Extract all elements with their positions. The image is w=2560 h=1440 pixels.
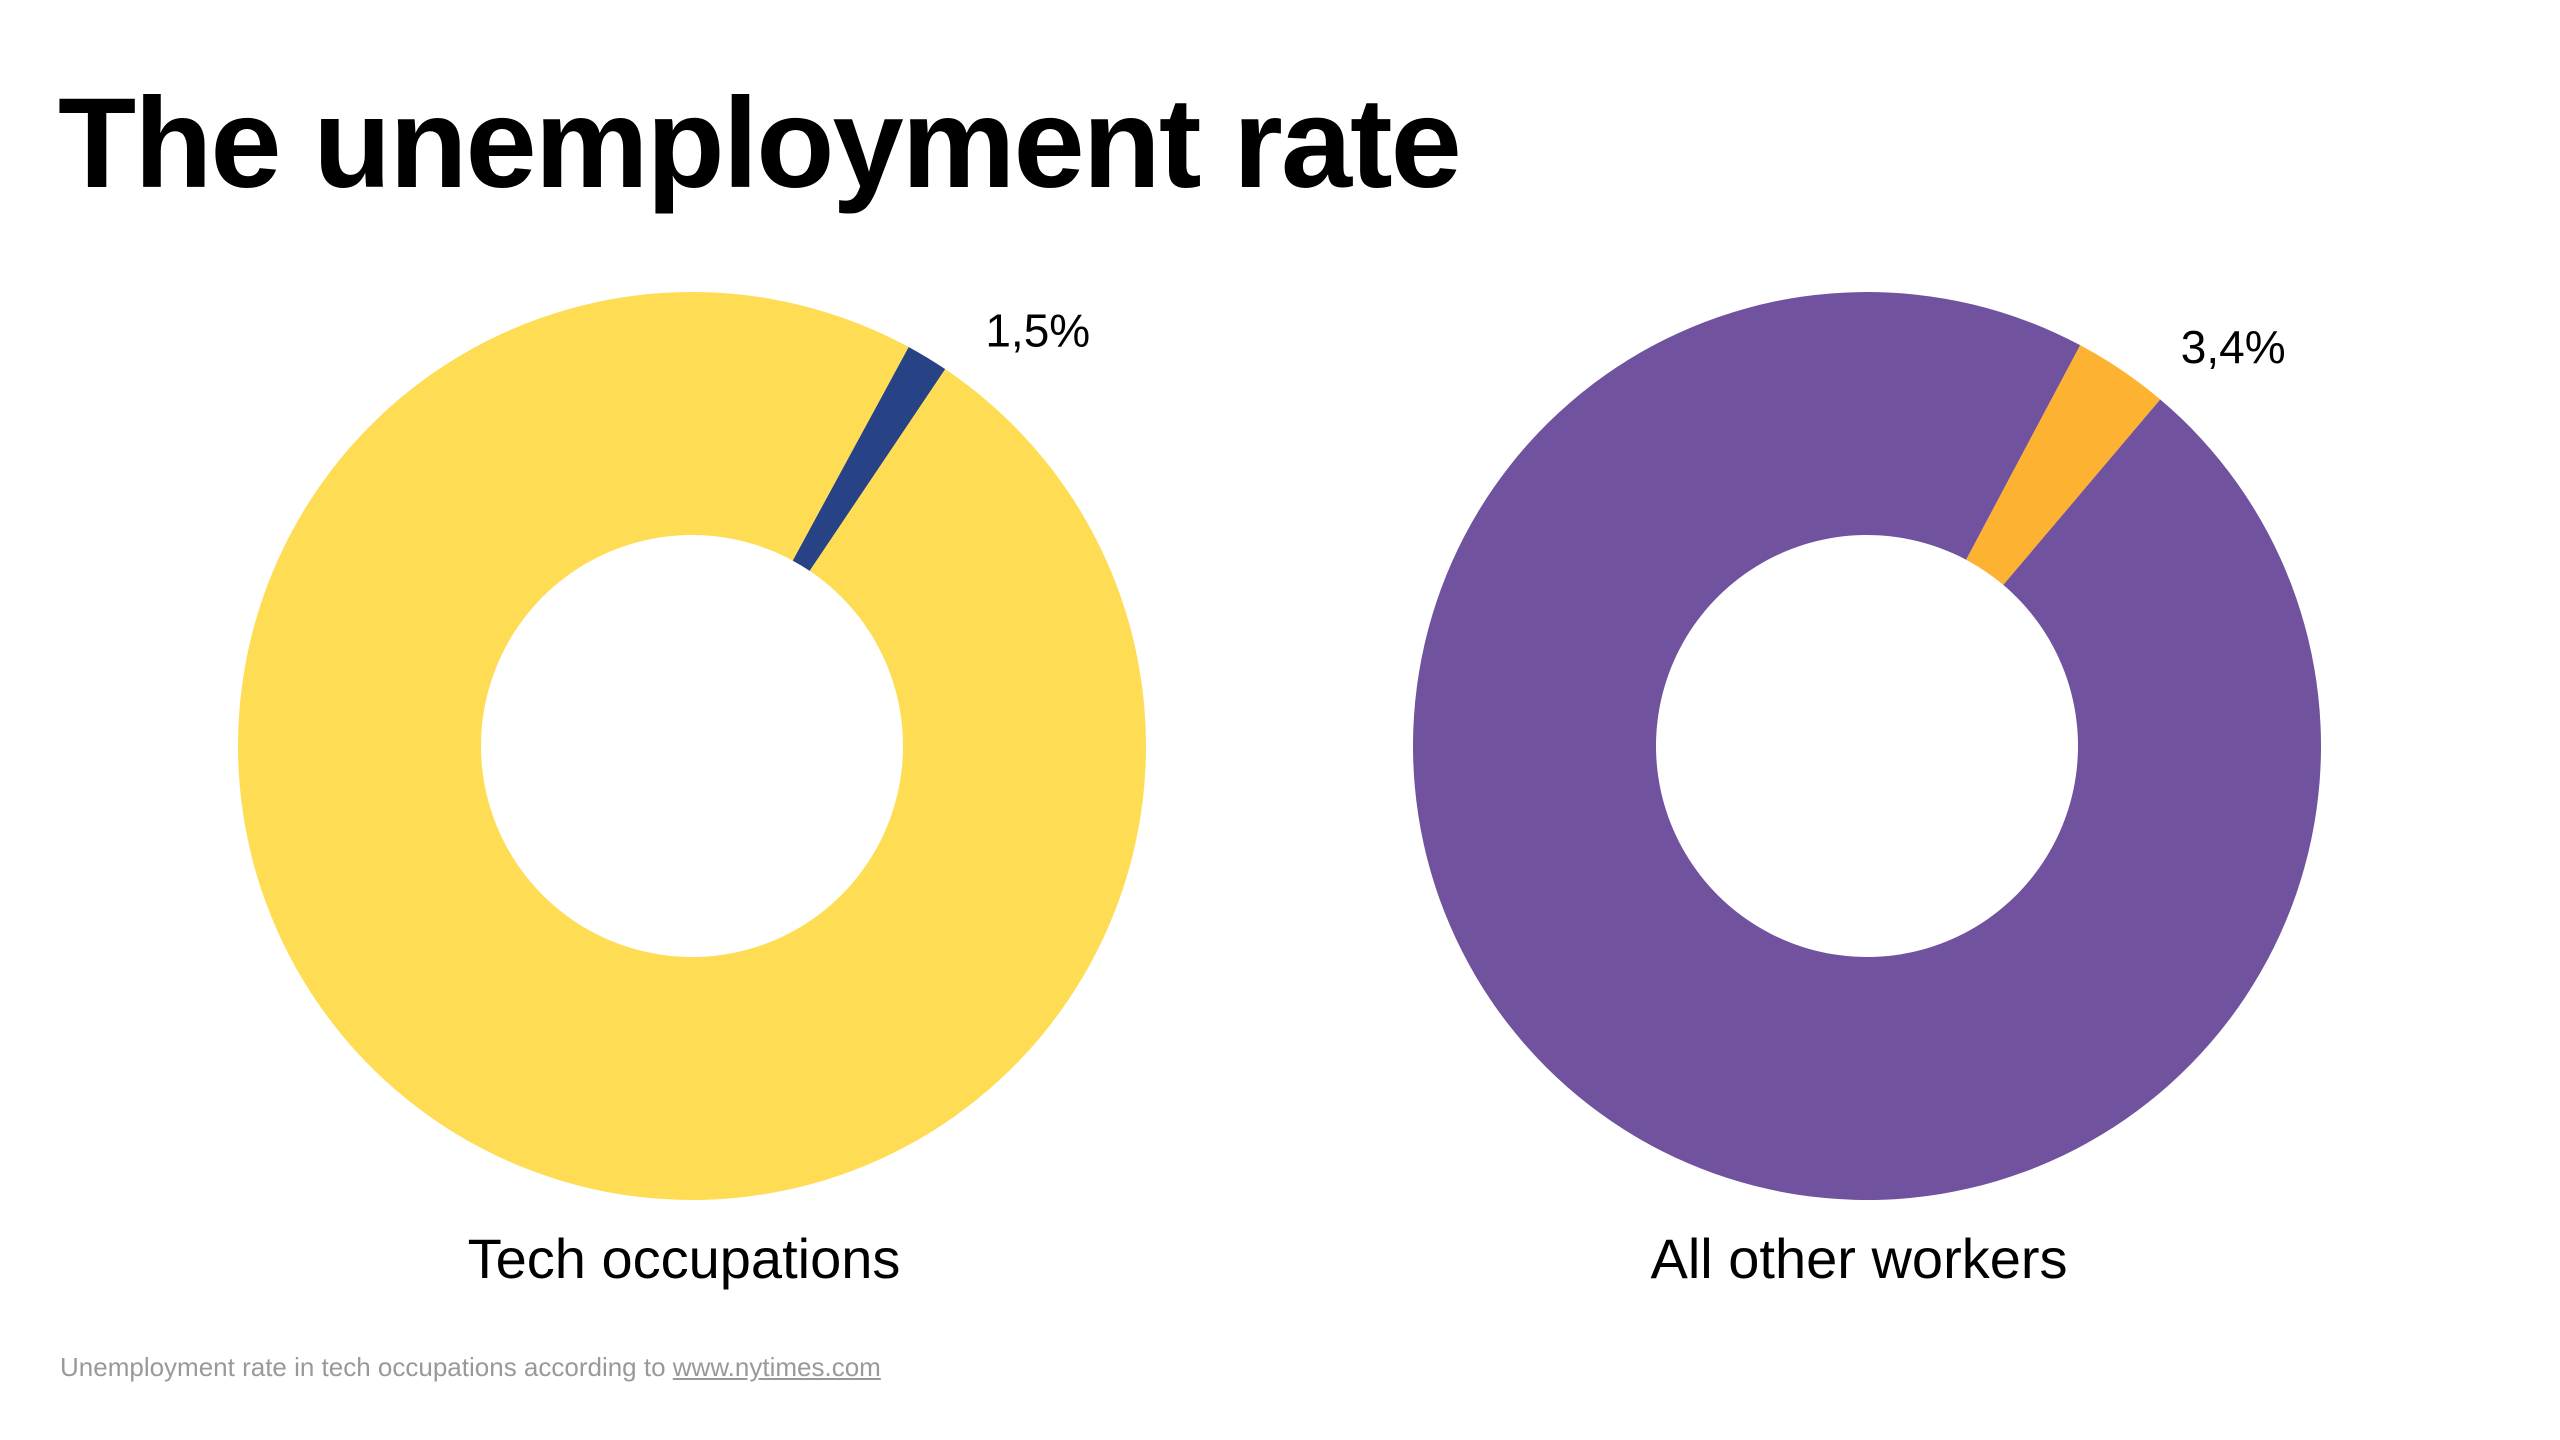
donut-0-slice-1 bbox=[238, 292, 1147, 1201]
donut-0-category-label: Tech occupations bbox=[468, 1227, 901, 1290]
donut-1-category-label: All other workers bbox=[1650, 1227, 2067, 1290]
donut-0-slice-0 bbox=[792, 347, 946, 571]
donut-1-slice-label: 3,4% bbox=[2181, 321, 2286, 373]
chart-title: The unemployment rate bbox=[58, 72, 1462, 215]
donut-1-slice-1 bbox=[1412, 291, 2321, 1200]
source-note: Unemployment rate in tech occupations ac… bbox=[60, 1352, 881, 1383]
source-text: Unemployment rate in tech occupations ac… bbox=[60, 1352, 673, 1382]
donut-1-slice-0 bbox=[1966, 345, 2161, 585]
donut-0-slice-label: 1,5% bbox=[985, 305, 1090, 357]
source-link[interactable]: www.nytimes.com bbox=[672, 1352, 881, 1382]
